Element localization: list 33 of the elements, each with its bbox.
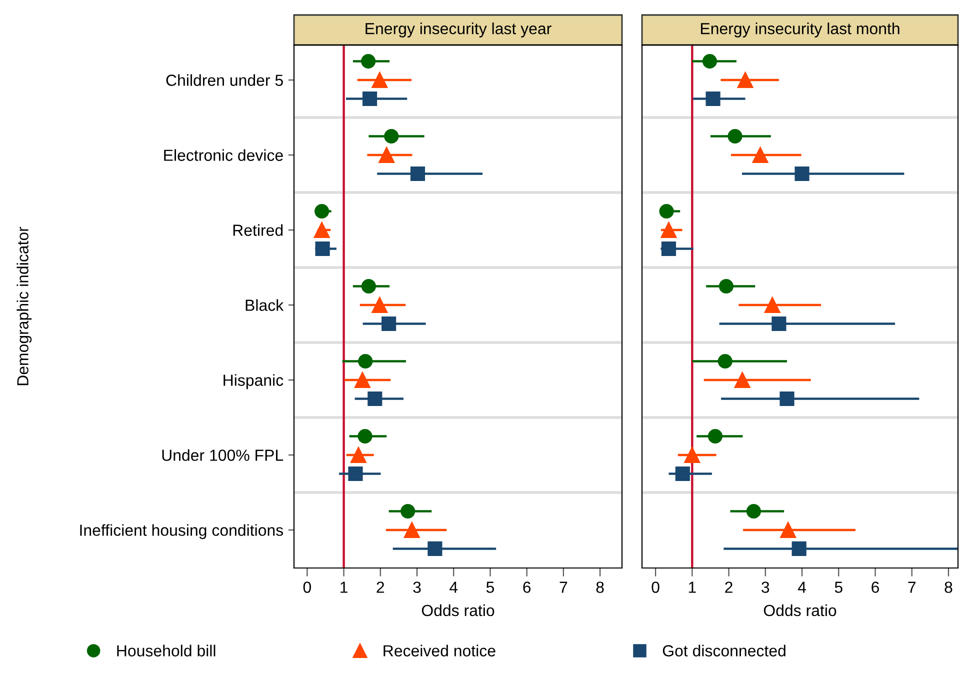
x-tick-label: 8 bbox=[944, 582, 952, 593]
x-tick-label: 5 bbox=[486, 582, 494, 593]
x-tick-label: 8 bbox=[596, 582, 604, 593]
y-tick-label: Electronic device bbox=[164, 149, 283, 161]
legend-label: Got disconnected bbox=[662, 644, 786, 656]
x-tick-label: 0 bbox=[303, 582, 311, 593]
y-tick-label: Inefficient housing conditions bbox=[80, 524, 284, 540]
x-tick-label: 7 bbox=[560, 582, 568, 593]
x-tick-label: 4 bbox=[450, 582, 458, 593]
y-axis-title: Demographic indicator bbox=[16, 226, 32, 386]
y-tick-label: Children under 5 bbox=[166, 74, 283, 86]
x-tick-label: 1 bbox=[688, 582, 696, 593]
chart-title: Energy insecurity last month bbox=[701, 22, 900, 38]
x-tick-label: 7 bbox=[908, 582, 916, 593]
y-tick-label: Hispanic bbox=[224, 374, 284, 390]
y-tick-label: Under 100% FPL bbox=[162, 449, 284, 461]
x-tick-label: 3 bbox=[413, 582, 421, 593]
x-tick-label: 0 bbox=[652, 582, 660, 593]
x-tick-label: 4 bbox=[798, 582, 806, 593]
x-axis-title: Odds ratio bbox=[422, 604, 494, 616]
y-tick-label: Black bbox=[246, 299, 284, 311]
x-tick-label: 3 bbox=[762, 582, 770, 593]
y-tick-label: Retired bbox=[233, 224, 283, 236]
x-tick-label: 2 bbox=[725, 582, 732, 593]
x-axis-title: Odds ratio bbox=[764, 604, 836, 616]
legend-label: Household bill bbox=[117, 644, 216, 656]
legend-label: Received notice bbox=[384, 644, 496, 656]
x-tick-label: 6 bbox=[872, 582, 879, 593]
x-tick-label: 5 bbox=[834, 582, 842, 593]
chart-title: Energy insecurity last year bbox=[366, 22, 552, 38]
x-tick-label: 6 bbox=[523, 582, 531, 593]
x-tick-label: 1 bbox=[340, 582, 348, 593]
x-tick-label: 2 bbox=[376, 582, 384, 593]
